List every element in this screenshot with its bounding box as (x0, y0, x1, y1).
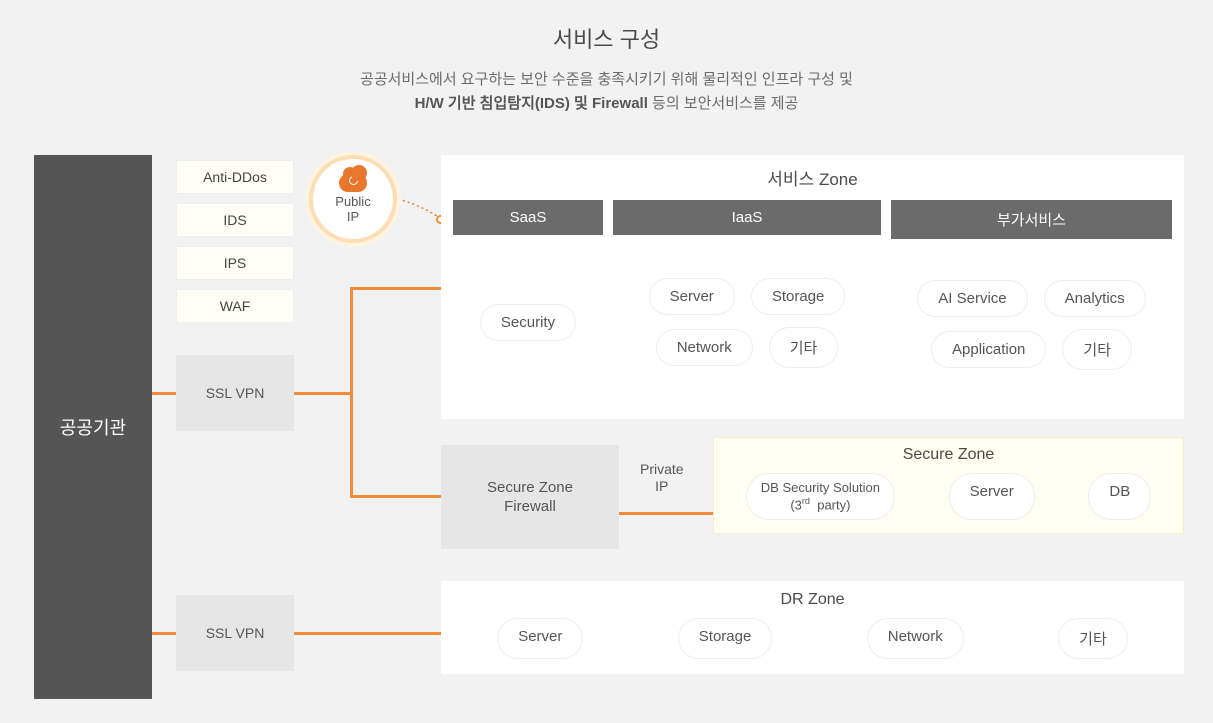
architecture-diagram: 공공기관 Anti-DDos IDS IPS WAF SSL VPN SSL V… (34, 155, 1184, 700)
page-subtitle: 공공서비스에서 요구하는 보안 수준을 충족시키기 위해 물리적인 인프라 구성… (0, 68, 1213, 116)
service-pill: DB Security Solution(3rd party) (747, 474, 894, 519)
service-pill: 기타 (1059, 619, 1127, 658)
column-header: 부가서비스 (891, 200, 1172, 239)
connector (294, 632, 442, 635)
secure-zone-firewall-box: Secure Zone Firewall (441, 445, 619, 549)
connector (294, 392, 352, 395)
service-pill: Application (932, 332, 1045, 367)
zone-title: 서비스 Zone (453, 165, 1172, 190)
connector (350, 287, 442, 290)
security-badge: WAF (176, 289, 294, 323)
connector (152, 632, 176, 635)
service-pill: AI Service (918, 281, 1026, 316)
column-header: SaaS (453, 200, 603, 235)
public-ip-badge: Public IP (309, 155, 397, 243)
service-pill: Security (481, 305, 575, 340)
zone-title: Secure Zone (730, 446, 1167, 464)
service-pill: Storage (752, 279, 845, 314)
ssl-vpn-box-1: SSL VPN (176, 355, 294, 431)
column-header: IaaS (613, 200, 881, 235)
service-zone: 서비스 Zone SaaS Security IaaS Server Stora… (441, 155, 1184, 419)
ssl-vpn-box-2: SSL VPN (176, 595, 294, 671)
page-title: 서비스 구성 (0, 22, 1213, 54)
cloud-icon (339, 174, 367, 192)
service-pill: Server (950, 474, 1034, 519)
zone-title: DR Zone (461, 591, 1164, 609)
service-pill: Network (868, 619, 963, 658)
connector (350, 287, 353, 497)
security-badge: Anti-DDos (176, 160, 294, 194)
service-pill: Server (498, 619, 582, 658)
security-badge: IPS (176, 246, 294, 280)
public-institution-box: 공공기관 (34, 155, 152, 699)
secure-zone: Secure Zone DB Security Solution(3rd par… (713, 437, 1184, 534)
service-pill: DB (1089, 474, 1150, 519)
security-badge: IDS (176, 203, 294, 237)
security-stack: Anti-DDos IDS IPS WAF (176, 160, 294, 332)
header: 서비스 구성 공공서비스에서 요구하는 보안 수준을 충족시키기 위해 물리적인… (0, 0, 1213, 116)
connector (350, 495, 442, 498)
private-ip-label: Private IP (640, 461, 684, 495)
dr-zone: DR Zone Server Storage Network 기타 (441, 581, 1184, 674)
connector (619, 512, 714, 515)
service-pill: Storage (679, 619, 772, 658)
service-pill: Server (650, 279, 734, 314)
service-pill: Analytics (1045, 281, 1145, 316)
service-pill: 기타 (770, 328, 838, 367)
service-pill: Network (657, 330, 752, 365)
connector (152, 392, 176, 395)
service-pill: 기타 (1063, 330, 1131, 369)
